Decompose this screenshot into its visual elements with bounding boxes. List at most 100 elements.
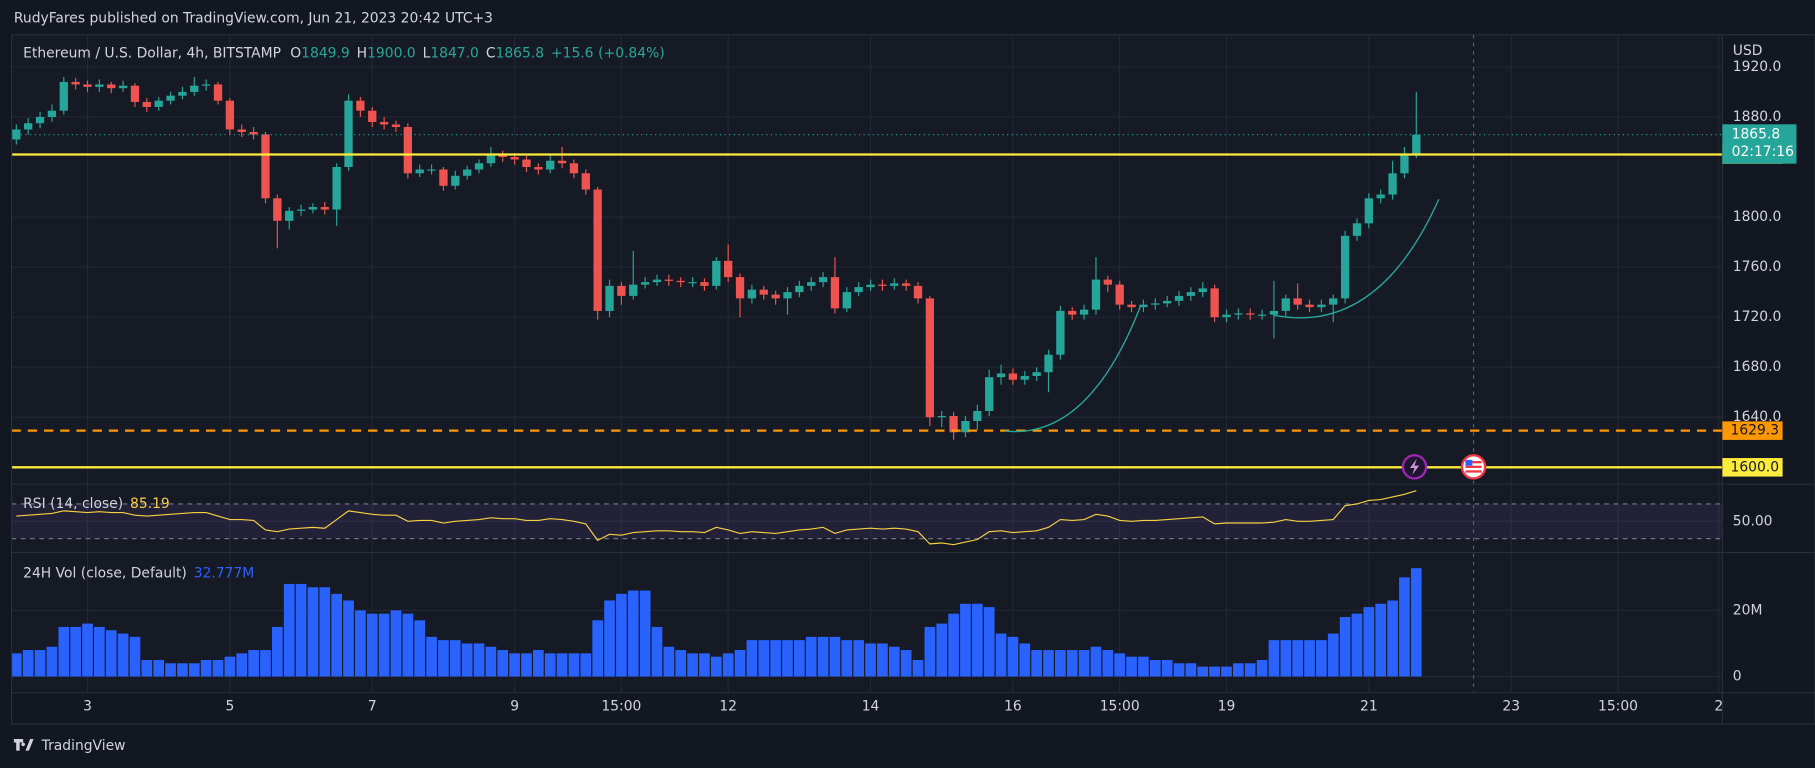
candle-body [640, 282, 650, 285]
candle-body [1352, 223, 1362, 236]
candle-body [901, 283, 911, 286]
x-tick-label: 14 [862, 699, 880, 715]
last-price-tag [1722, 124, 1797, 164]
open-value: 1849.9 [301, 45, 350, 61]
candle-body [201, 84, 211, 86]
candle-body [95, 84, 104, 87]
candle-body [510, 156, 519, 160]
candle-body [439, 169, 448, 186]
close-value: 1865.8 [496, 45, 545, 61]
candle-body [1091, 279, 1101, 310]
volume-bar [22, 650, 34, 677]
volume-bar [177, 663, 188, 677]
candle-body [1079, 309, 1089, 315]
c-label: C [486, 45, 496, 61]
candle-body [1246, 313, 1255, 315]
candle-body [700, 282, 709, 286]
candle-body [379, 121, 389, 125]
candle-body [1269, 310, 1279, 315]
labels-layer: 3 5 7 9 15:00 12 14 16 15:00 19 21 23 15:00 21640.016… [83, 59, 1797, 715]
volume-bar [46, 646, 58, 677]
plot-background [11, 34, 1723, 693]
y-tick-label: 1800.0 [1733, 209, 1782, 225]
candle-body [71, 81, 80, 85]
candle-body [652, 279, 662, 283]
candle-body [261, 134, 270, 199]
volume-bar [521, 653, 532, 677]
candle-body [747, 289, 757, 299]
candle-body [320, 207, 329, 210]
candle-body [415, 169, 424, 174]
candle-body [985, 377, 994, 412]
candle-body [249, 131, 258, 135]
volume-bar [770, 640, 781, 677]
y-tick-label: 1720.0 [1733, 309, 1782, 325]
symbol-legend: Ethereum / U.S. Dollar, 4h, BITSTAMP O184… [23, 45, 665, 61]
candle-body [569, 163, 579, 174]
volume-bar [343, 600, 354, 677]
candle-body [166, 95, 175, 101]
volume-bar [1090, 646, 1102, 677]
candle-body [1198, 288, 1207, 293]
volume-bar [1316, 640, 1327, 677]
candle-body [403, 126, 412, 174]
volume-bar [568, 653, 580, 677]
candle-body [498, 154, 507, 157]
candle-body [1103, 279, 1112, 285]
candle-body [344, 100, 353, 168]
volume-bar [533, 650, 544, 677]
x-tick-label: 7 [368, 699, 377, 715]
footer-brand: TradingView [41, 738, 126, 754]
y-tick-label: 1760.0 [1733, 259, 1782, 275]
candle-body [1376, 194, 1385, 199]
candle-body [735, 277, 745, 299]
volume-bar [1078, 650, 1090, 677]
volume-bar [687, 653, 698, 677]
volume-bar [782, 640, 793, 677]
event-icon[interactable] [1460, 454, 1487, 480]
volume-bar [794, 640, 805, 677]
volume-bar [271, 626, 283, 677]
volume-bar [1007, 636, 1019, 677]
volume-bar [900, 650, 912, 677]
change: +15.6 [551, 45, 594, 61]
high-value: 1900.0 [367, 45, 416, 61]
volume-bar [378, 613, 390, 677]
volume-bar [580, 653, 592, 677]
candle-body [1293, 298, 1302, 305]
curve-annotation [1273, 198, 1440, 319]
volume-bar [1232, 663, 1244, 677]
candle-body [59, 81, 68, 111]
volume-bar [805, 636, 817, 677]
candle-body [842, 292, 851, 309]
volume-bar [283, 583, 295, 677]
frame [10, 34, 1815, 725]
candle-body [973, 411, 982, 422]
volume-bar [438, 640, 449, 677]
candle-body [273, 198, 282, 221]
event-icon[interactable] [1401, 454, 1428, 480]
candle-body [356, 100, 365, 111]
rsi-legend: RSI (14, close) 85.19 [23, 496, 170, 512]
volume-bar [1031, 650, 1042, 677]
candle-body [949, 416, 958, 433]
candle-body [783, 292, 792, 299]
volume-bar [82, 623, 93, 677]
x-tick-label: 2 [1714, 699, 1723, 715]
candle-body [546, 160, 555, 170]
candle-body [1127, 304, 1136, 308]
currency-label: USD [1733, 43, 1763, 59]
volume-bar [236, 653, 248, 677]
rsi-value: 85.19 [130, 496, 170, 512]
candle-body [1008, 373, 1018, 380]
candle-body [368, 110, 377, 122]
volume-value: 32.777M [194, 565, 255, 581]
x-tick-label: 12 [719, 699, 737, 715]
candle-body [1162, 300, 1172, 304]
footer-logo[interactable]: TradingView [13, 738, 126, 754]
volume-bar [1161, 659, 1173, 677]
candle-body [1151, 303, 1160, 305]
volume-bar [960, 603, 971, 677]
candle-body [1281, 298, 1290, 311]
volume-bar [105, 630, 117, 677]
